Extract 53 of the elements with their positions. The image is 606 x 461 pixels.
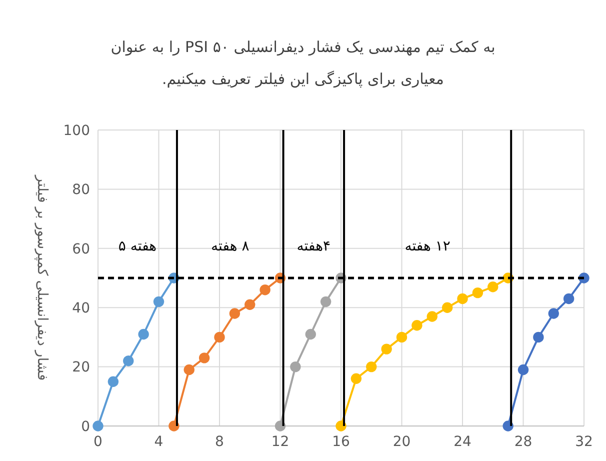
chart-title: به کمک تیم مهندسی یک فشار دیفرانسیلی ۵۰ PSI را به عنوان معیاری برای پاکیزگی این فیلتر تعریف میکنیم. [110,38,496,88]
point [290,361,301,372]
point [336,420,346,432]
point [229,308,240,319]
x-tick-label: 20 [392,434,411,450]
point [305,328,316,340]
point [320,296,332,308]
x-tick-label: 8 [215,434,224,450]
x-tick-label: 32 [575,434,593,450]
point [184,364,194,376]
point [214,332,225,343]
y-tick-label: 20 [72,360,90,376]
y-tick-label: 0 [81,418,90,435]
x-tick-label: 16 [332,434,350,450]
point [548,308,559,319]
point [350,373,362,384]
point [244,299,256,310]
point [396,332,408,343]
y-axis-title: فشار دیفرانسیلی کمپرسور بر فیلتر [34,174,50,381]
y-tick-label: 60 [72,241,90,258]
x-tick-label: 24 [454,434,472,450]
y-tick-label: 80 [72,182,90,198]
point [168,420,180,432]
point [260,284,270,296]
x-tick-label: 12 [271,434,290,450]
point [108,376,119,387]
annotation: ۴هفته [296,238,331,254]
point [274,420,286,432]
point [472,287,484,298]
point [92,420,104,432]
annotation: ۱۲ هفته [404,238,450,254]
point [457,293,468,304]
point [381,344,392,354]
point [153,296,164,308]
annotation: هفته ۵ [118,238,157,254]
point [138,328,149,340]
point [488,282,498,292]
annotation: ۸ هفته [211,238,250,254]
point [533,332,544,343]
point [518,364,529,376]
x-tick-label: 0 [94,434,102,450]
x-tick-label: 28 [514,434,532,450]
x-tick-label: 4 [154,434,164,450]
point [412,320,422,331]
point [502,420,514,432]
y-tick-label: 100 [63,122,90,139]
point [442,302,453,313]
y-tick-label: 40 [72,300,90,316]
point [426,311,438,322]
point [123,356,134,366]
point [366,361,377,372]
point [563,293,574,304]
point [198,352,210,364]
